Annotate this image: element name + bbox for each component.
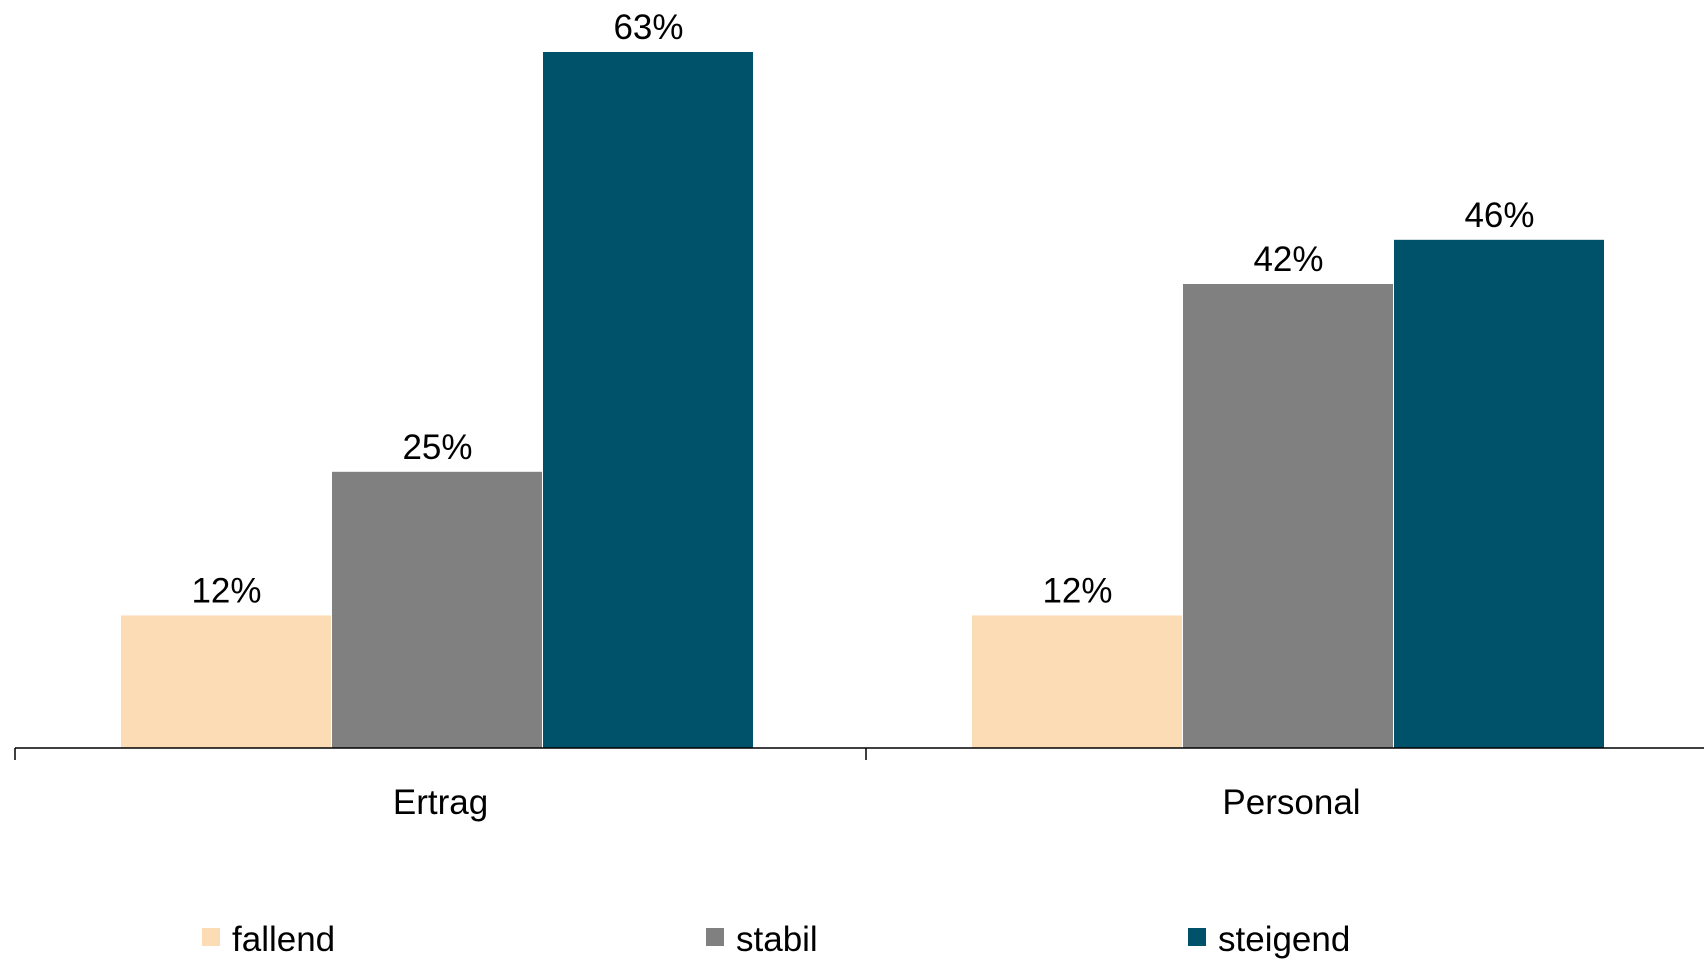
data-label-stabil-ertrag: 25%	[402, 428, 472, 467]
bars-layer	[121, 52, 1604, 749]
legend-swatch-fallend	[202, 928, 220, 946]
legend-swatch-steigend	[1188, 928, 1206, 946]
bar-steigend-personal	[1394, 239, 1604, 749]
bar-fallend-personal	[972, 615, 1182, 748]
legend-swatch-stabil	[706, 928, 724, 946]
data-label-steigend-personal: 46%	[1464, 196, 1534, 235]
x-tick-label-personal: Personal	[1222, 783, 1360, 822]
legend: fallend stabil steigend	[202, 920, 1350, 959]
bar-fallend-ertrag	[121, 615, 331, 748]
legend-label-stabil: stabil	[736, 920, 818, 959]
data-label-steigend-ertrag: 63%	[613, 8, 683, 47]
legend-label-fallend: fallend	[232, 920, 335, 959]
x-tick-label-ertrag: Ertrag	[393, 783, 488, 822]
data-label-fallend-ertrag: 12%	[191, 571, 261, 610]
data-label-stabil-personal: 42%	[1253, 240, 1323, 279]
bar-steigend-ertrag	[543, 52, 753, 748]
x-axis: Ertrag Personal	[14, 747, 1704, 822]
bar-stabil-personal	[1183, 284, 1393, 748]
data-labels-layer: 12% 25% 63% 12% 42% 46%	[191, 8, 1534, 610]
bar-stabil-ertrag	[332, 471, 542, 748]
data-label-fallend-personal: 12%	[1042, 571, 1112, 610]
legend-label-steigend: steigend	[1218, 920, 1350, 959]
